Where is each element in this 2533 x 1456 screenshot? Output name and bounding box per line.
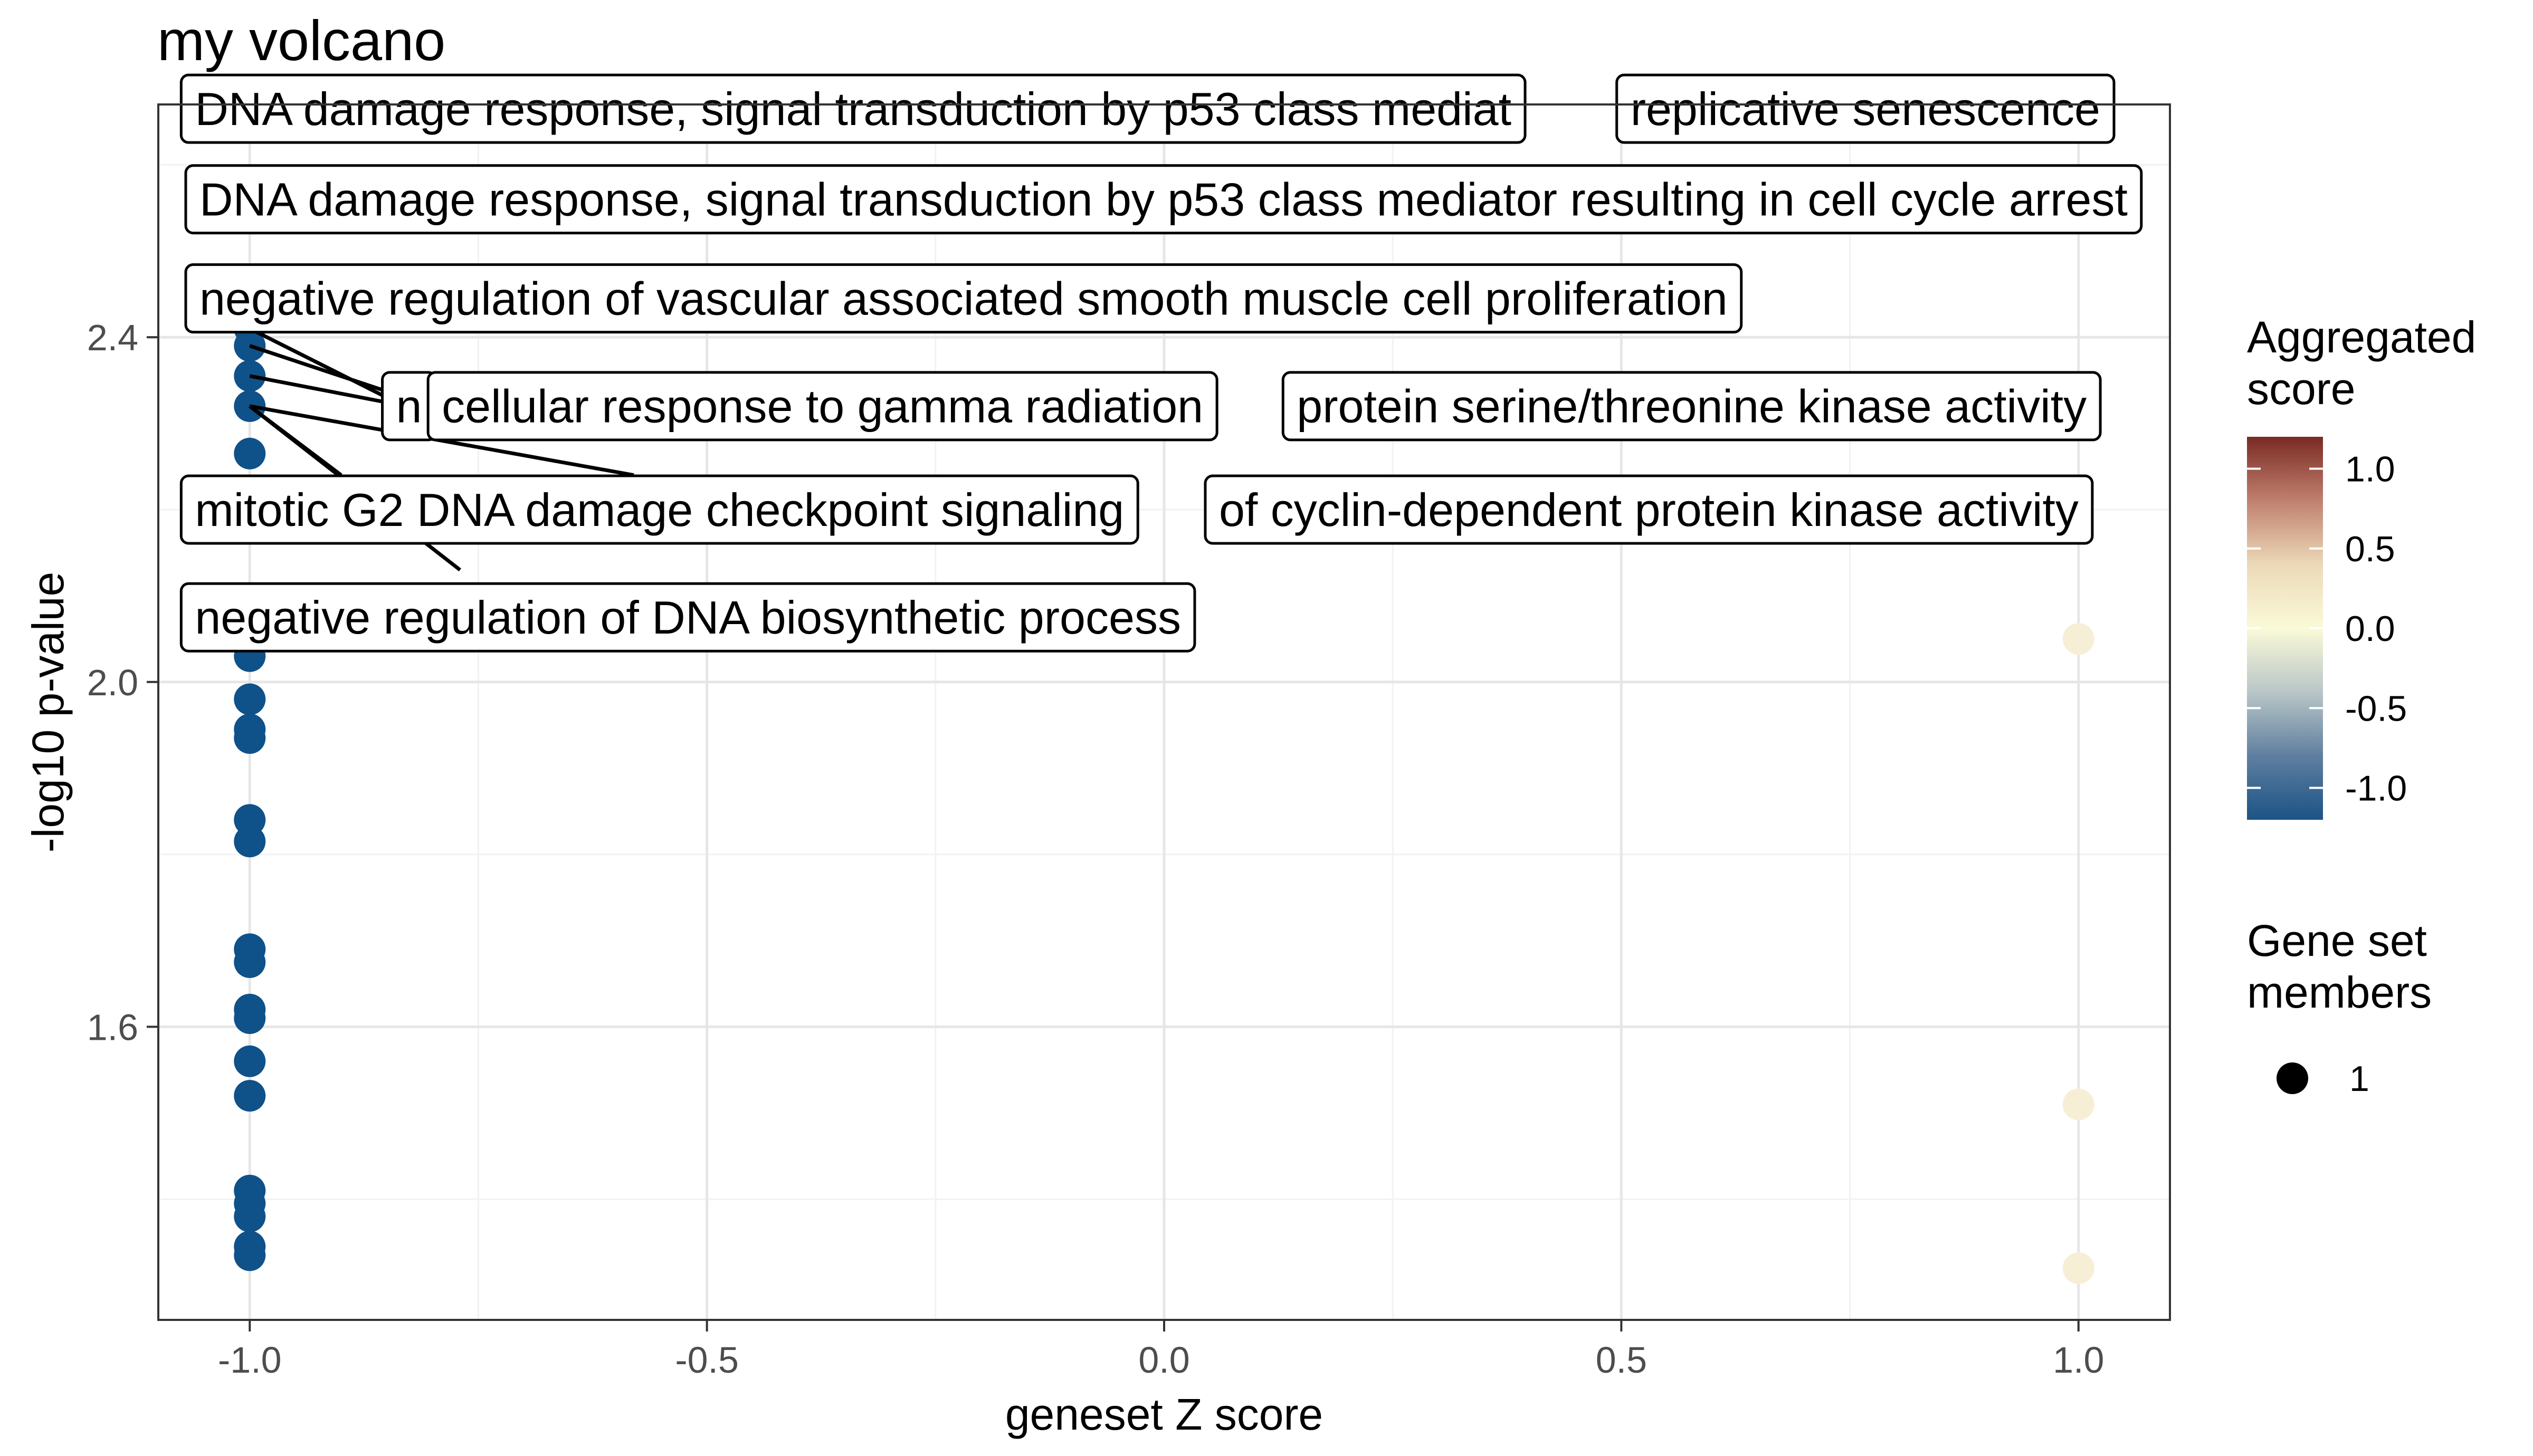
point-label-box — [1204, 474, 2094, 545]
data-point — [2062, 623, 2094, 655]
x-tick-label: 0.0 — [1138, 1339, 1189, 1381]
point-label: DNA damage response, signal transduction… — [184, 164, 2143, 235]
x-tick-label: -1.0 — [218, 1339, 282, 1381]
x-axis-ticks: -1.0 -0.5 0.0 0.5 1.0 — [218, 1320, 2104, 1381]
point-label: mitotic G2 DNA damage checkpoint signali… — [179, 474, 1139, 545]
x-tick-label: 0.5 — [1596, 1339, 1647, 1381]
point-label-text: cellular response to gamma radiation — [442, 380, 1203, 433]
colorbar-tick-label: -0.5 — [2345, 688, 2407, 729]
point-label-box — [1281, 371, 2102, 442]
point-label-text: replicative senescence — [1631, 83, 2100, 135]
point-label-text: protein serine/threonine kinase activity — [1297, 380, 2087, 433]
colorbar-tick-label: 0.5 — [2345, 529, 2395, 569]
data-point — [234, 1080, 266, 1112]
point-label-text: DNA damage response, signal transduction… — [199, 174, 2128, 226]
point-label-box — [1615, 73, 2116, 144]
point-label: of cyclin-dependent protein kinase activ… — [1204, 474, 2094, 545]
data-point — [234, 437, 266, 470]
colorbar-title: Aggregated — [2247, 312, 2476, 362]
size-legend-title: members — [2247, 968, 2432, 1017]
point-label-text: n — [396, 380, 422, 433]
point-label-text: negative regulation of DNA biosynthetic … — [195, 591, 1181, 644]
colorbar-tick-label: -1.0 — [2345, 769, 2407, 809]
point-labels: DNA damage response, signal transduction… — [179, 73, 2143, 653]
point-label-box — [426, 371, 1218, 442]
point-label-box — [184, 164, 2143, 235]
data-point — [234, 826, 266, 858]
label-connector — [249, 344, 406, 399]
colorbar-tick-label: 1.0 — [2345, 449, 2395, 490]
y-axis-ticks: 1.6 2.0 2.4 — [87, 317, 158, 1048]
point-label-text: of cyclin-dependent protein kinase activ… — [1219, 484, 2079, 536]
colorbar-tick-label: 0.0 — [2345, 609, 2395, 649]
size-legend-key — [2277, 1062, 2308, 1094]
data-point — [234, 683, 266, 715]
point-label-box — [184, 263, 1743, 334]
y-tick-label: 1.6 — [87, 1007, 138, 1048]
y-axis-label: -log10 p-value — [23, 572, 73, 852]
point-label: replicative senescence — [1615, 73, 2116, 144]
point-label-box — [179, 582, 1196, 653]
size-legend-label: 1 — [2349, 1059, 2369, 1099]
point-label-box — [179, 73, 1527, 144]
data-point — [234, 1045, 266, 1077]
data-point — [234, 946, 266, 978]
data-point — [2062, 1088, 2094, 1120]
data-point — [234, 722, 266, 754]
size-legend-title: Gene set — [2247, 916, 2427, 965]
point-label: negative regulation of vascular associat… — [184, 263, 1743, 334]
point-label: negative regulation of DNA biosynthetic … — [179, 582, 1196, 653]
colorbar-title: score — [2247, 364, 2355, 414]
data-point — [2062, 1252, 2094, 1284]
data-point — [234, 1002, 266, 1034]
y-tick-label: 2.4 — [87, 317, 138, 358]
point-label-text: negative regulation of vascular associat… — [199, 272, 1728, 324]
x-tick-label: -0.5 — [675, 1339, 739, 1381]
point-label: n — [381, 371, 437, 442]
data-point — [234, 1239, 266, 1271]
point-label: protein serine/threonine kinase activity — [1281, 371, 2102, 442]
y-tick-label: 2.0 — [87, 662, 138, 703]
chart-title: my volcano — [157, 8, 445, 72]
x-axis-label: geneset Z score — [1005, 1390, 1323, 1439]
point-label-box — [179, 474, 1139, 545]
label-connector — [249, 327, 388, 399]
point-label: DNA damage response, signal transduction… — [179, 73, 1527, 144]
point-label: cellular response to gamma radiation — [426, 371, 1218, 442]
x-tick-label: 1.0 — [2053, 1339, 2104, 1381]
data-point — [234, 1200, 266, 1232]
point-label-text: DNA damage response, signal transduction… — [195, 83, 1511, 135]
point-label-text: mitotic G2 DNA damage checkpoint signali… — [195, 484, 1124, 536]
